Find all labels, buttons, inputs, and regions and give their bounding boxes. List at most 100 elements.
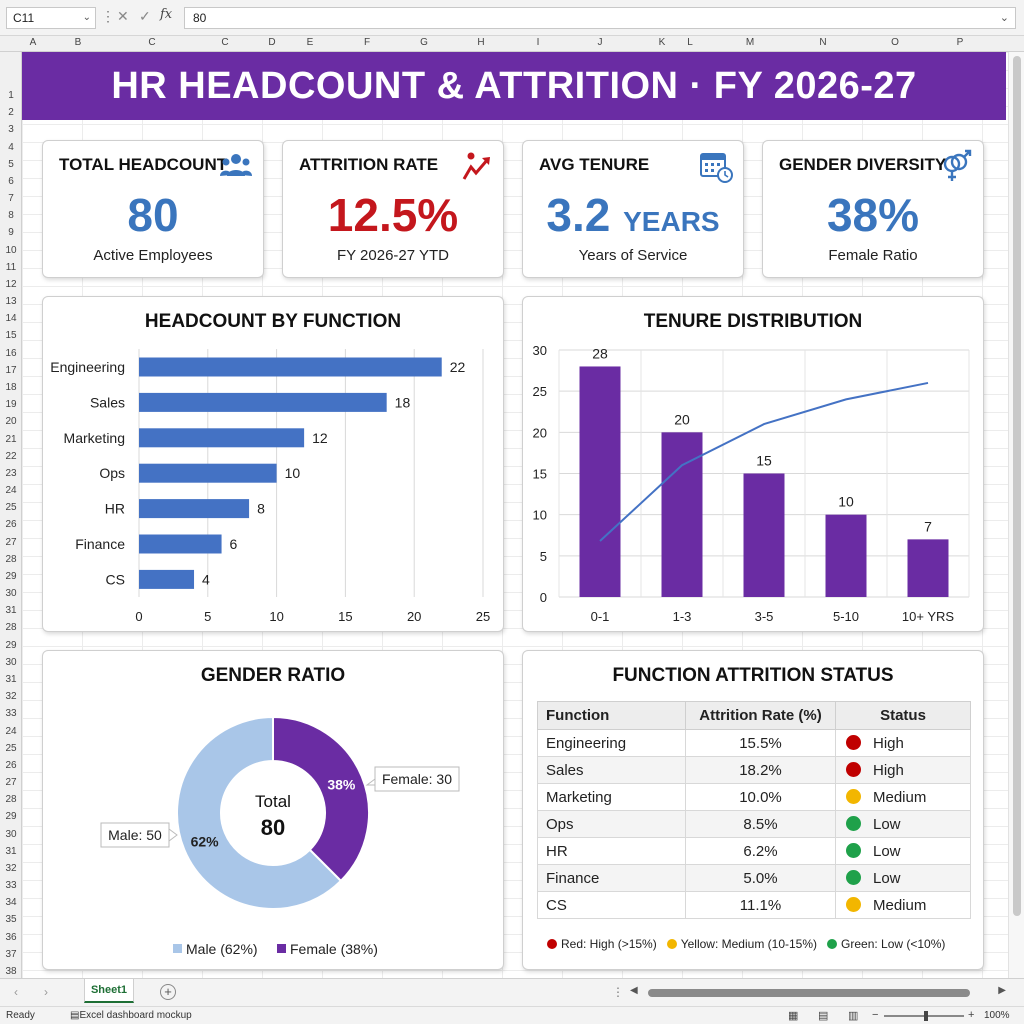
row-header-cell[interactable]: 37 [5,948,17,960]
cell-rate[interactable]: 6.2% [685,837,836,865]
row-header-cell[interactable]: 31 [5,674,17,685]
function-icon[interactable]: fx [160,7,173,22]
tab-next-icon[interactable]: › [44,985,48,999]
bar[interactable] [139,499,250,519]
bar[interactable] [907,539,949,597]
bar[interactable] [661,432,703,597]
row-header-cell[interactable]: 2 [8,107,14,119]
row-header-cell[interactable]: 11 [5,261,17,273]
row-header-cell[interactable]: 24 [5,485,17,497]
tab-split-handle-icon[interactable]: ⋮ [612,985,624,999]
pie-slice[interactable] [176,715,343,910]
column-header-cell[interactable]: K [658,37,666,48]
chevron-down-icon[interactable]: ⌄ [82,12,91,23]
row-header-cell[interactable]: 27 [5,777,17,789]
cell-status[interactable]: Medium [835,783,971,811]
cell-rate[interactable]: 11.1% [685,891,836,919]
row-header-cell[interactable]: 29 [5,570,17,582]
cell-rate[interactable]: 18.2% [685,756,836,784]
column-header-cell[interactable]: C [221,37,229,48]
row-header-cell[interactable]: 15 [5,330,17,342]
column-header-cell[interactable]: C [148,37,156,48]
row-header-cell[interactable]: 29 [5,811,17,823]
row-header-cell[interactable]: 20 [5,416,17,428]
row-header-cell[interactable]: 13 [5,296,17,308]
row-header-cell[interactable]: 33 [5,708,17,720]
row-header-cell[interactable]: 16 [5,347,17,359]
zoom-in-icon[interactable]: + [968,1009,975,1021]
cell-rate[interactable]: 10.0% [685,783,836,811]
enter-icon[interactable]: ✓ [139,8,151,24]
row-header-cell[interactable]: 12 [5,278,17,290]
row-header-cell[interactable]: 32 [5,862,17,874]
tab-prev-icon[interactable]: ‹ [14,985,18,999]
page-layout-icon[interactable]: ▤ [818,1010,829,1022]
column-header-cell[interactable]: B [74,37,82,48]
row-header-cell[interactable]: 31 [5,845,17,857]
bar[interactable] [743,473,785,598]
row-header-cell[interactable]: 22 [5,450,17,462]
row-header-cell[interactable]: 9 [8,227,14,239]
sheet-tab-sheet1[interactable]: Sheet1 [84,979,134,1003]
row-header-cell[interactable]: 25 [5,742,17,754]
scroll-left-icon[interactable]: ◀ [630,985,638,996]
cell-status[interactable]: High [835,756,971,784]
bar[interactable] [579,366,621,597]
row-header-cell[interactable]: 27 [5,536,17,548]
column-header-cell[interactable]: A [29,37,37,48]
row-header-cell[interactable]: 17 [5,364,17,376]
cell-rate[interactable]: 5.0% [685,864,836,892]
pie-slice[interactable] [272,715,370,883]
column-header-cell[interactable]: O [891,37,899,48]
add-sheet-button[interactable]: + [160,984,176,1000]
vertical-scroll-thumb[interactable] [1013,56,1021,916]
cell-function[interactable]: Finance [537,864,686,892]
row-header-cell[interactable]: 29 [5,639,17,651]
bar[interactable] [139,534,222,554]
bar[interactable] [139,357,442,377]
column-header-cell[interactable]: D [268,37,276,48]
row-header-cell[interactable]: 28 [5,794,17,806]
row-header-cell[interactable]: 28 [5,553,17,565]
row-header-cell[interactable]: 35 [5,914,17,926]
row-header-cell[interactable]: 18 [5,382,17,393]
row-header-cell[interactable]: 24 [5,725,17,737]
bar[interactable] [139,463,277,483]
row-header-cell[interactable]: 26 [5,519,17,531]
row-header-cell[interactable]: 21 [5,433,17,445]
cell-function[interactable]: CS [537,891,686,919]
column-header-cell[interactable]: J [597,37,603,48]
cell-function[interactable]: HR [537,837,686,865]
column-header-cell[interactable]: G [420,37,428,48]
cell-function[interactable]: Sales [537,756,686,784]
row-header-cell[interactable]: 26 [5,759,17,771]
row-header-cell[interactable]: 30 [5,656,17,668]
column-header-cell[interactable]: N [819,37,827,48]
row-header-cell[interactable]: 1 [8,90,14,101]
cancel-icon[interactable]: ✕ [117,8,129,24]
row-header-cell[interactable]: 33 [5,880,17,892]
column-header-cell[interactable]: I [536,37,540,48]
cell-function[interactable]: Marketing [537,783,686,811]
expand-formula-icon[interactable]: ⌄ [999,12,1009,24]
cell-status[interactable]: Low [835,837,971,865]
more-options-icon[interactable]: ⋮ [101,8,115,24]
row-header-cell[interactable]: 19 [5,399,17,411]
row-header-cell[interactable]: 10 [5,244,17,256]
row-header-cell[interactable]: 30 [5,828,17,840]
cell-status[interactable]: Medium [835,891,971,919]
cell-function[interactable]: Engineering [537,729,686,757]
row-header-cell[interactable]: 3 [8,124,14,136]
normal-view-icon[interactable]: ▦ [788,1010,799,1022]
vertical-scrollbar[interactable] [1008,52,1024,978]
bar[interactable] [139,392,387,412]
row-header-cell[interactable]: 6 [8,175,14,187]
bar[interactable] [825,514,867,597]
cell-status[interactable]: Low [835,810,971,838]
cell-status[interactable]: High [835,729,971,757]
row-header-cell[interactable]: 7 [8,193,14,205]
column-header-cell[interactable]: P [956,37,964,48]
formula-input[interactable]: 80 ⌄ [184,7,1016,29]
row-header-cell[interactable]: 31 [5,605,17,617]
page-break-icon[interactable]: ▥ [848,1010,859,1022]
